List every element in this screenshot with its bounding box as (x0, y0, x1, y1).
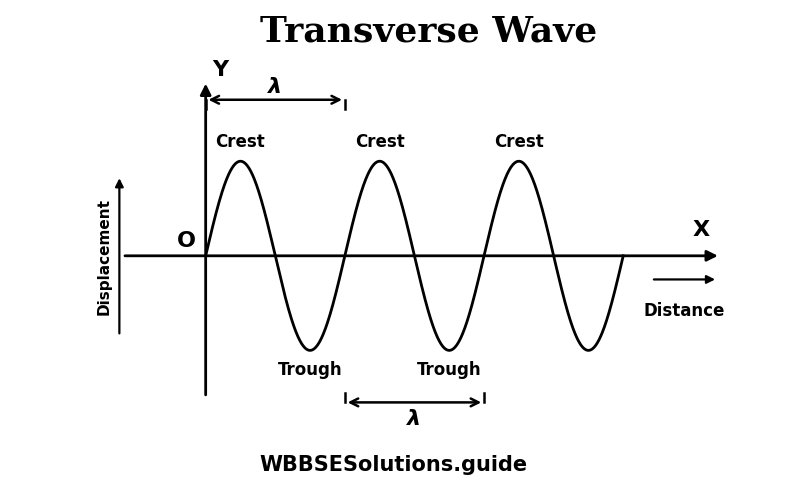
Text: Crest: Crest (215, 133, 266, 151)
Text: Distance: Distance (644, 302, 725, 319)
Text: λ: λ (268, 77, 282, 97)
Text: O: O (177, 231, 196, 251)
Text: Crest: Crest (354, 133, 405, 151)
Text: Trough: Trough (277, 360, 343, 378)
Text: λ: λ (407, 408, 421, 428)
Text: X: X (692, 219, 710, 239)
Text: Displacement: Displacement (97, 198, 112, 315)
Text: Trough: Trough (417, 360, 482, 378)
Text: WBBSESolutions.guide: WBBSESolutions.guide (259, 454, 527, 474)
Text: Y: Y (213, 60, 229, 80)
Text: Crest: Crest (494, 133, 544, 151)
Title: Transverse Wave: Transverse Wave (259, 15, 597, 48)
